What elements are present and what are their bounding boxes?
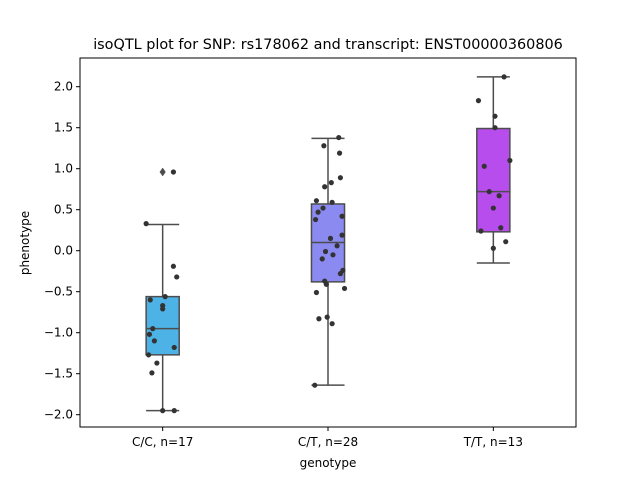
- data-point: [498, 225, 504, 231]
- data-point: [492, 125, 498, 131]
- data-point: [339, 232, 345, 238]
- data-point: [486, 189, 492, 195]
- data-point: [174, 274, 180, 280]
- data-point: [329, 321, 335, 327]
- data-point: [170, 169, 177, 175]
- data-point: [151, 338, 157, 344]
- data-point: [337, 271, 343, 277]
- outlier-marker: [159, 167, 166, 177]
- x-tick-label: C/C, n=17: [132, 435, 193, 449]
- data-point: [321, 143, 327, 149]
- data-point: [143, 221, 149, 227]
- data-point: [492, 113, 498, 119]
- data-point: [154, 360, 160, 366]
- data-point: [313, 289, 320, 296]
- data-point: [322, 184, 328, 190]
- y-tick-label: −0.5: [44, 285, 73, 299]
- y-tick-label: 1.0: [54, 162, 73, 176]
- data-point: [475, 98, 482, 104]
- data-point: [330, 252, 336, 258]
- data-point: [162, 294, 168, 300]
- x-tick-label: C/T, n=28: [298, 435, 358, 449]
- chart-title: isoQTL plot for SNP: rs178062 and transc…: [93, 37, 563, 53]
- data-point: [147, 297, 153, 303]
- data-point: [146, 352, 152, 358]
- y-tick-label: 0.5: [54, 203, 73, 217]
- data-point: [501, 74, 507, 80]
- y-tick-label: −1.5: [44, 367, 73, 381]
- data-point: [150, 326, 156, 332]
- data-point: [146, 331, 153, 337]
- data-point: [337, 175, 343, 181]
- data-point: [481, 163, 487, 169]
- data-point: [336, 134, 342, 141]
- plot-area: −2.0 −1.5 −1.0 −0.5 0.0 0.5 1.0 1.5 2.0 C/C, n=17…: [44, 74, 523, 449]
- data-point: [328, 180, 334, 186]
- data-point: [313, 216, 319, 223]
- data-point: [171, 344, 177, 351]
- data-point: [341, 285, 348, 292]
- data-point: [490, 245, 496, 251]
- data-point: [312, 382, 318, 388]
- data-point: [339, 213, 345, 219]
- x-axis-label: genotype: [300, 456, 357, 470]
- data-point: [160, 408, 166, 414]
- data-point: [329, 199, 335, 205]
- data-point: [171, 408, 177, 414]
- data-point: [336, 150, 343, 156]
- data-point: [507, 157, 513, 164]
- y-tick-label: 0.0: [54, 244, 73, 258]
- y-tick-label: 2.0: [54, 80, 73, 94]
- data-point: [313, 198, 320, 204]
- data-point: [324, 314, 330, 320]
- data-point: [160, 306, 166, 312]
- iqr-box: [476, 127, 511, 233]
- axes-frame: [79, 57, 577, 428]
- data-point: [315, 209, 321, 215]
- data-point: [170, 263, 177, 269]
- y-tick-label: 1.5: [54, 121, 73, 135]
- data-point: [490, 205, 496, 211]
- data-point: [320, 205, 326, 211]
- data-point: [323, 281, 329, 287]
- data-point: [496, 193, 502, 199]
- data-point: [316, 316, 322, 322]
- data-point: [319, 256, 325, 262]
- y-axis-label: phenotype: [18, 211, 32, 275]
- data-point: [327, 235, 334, 241]
- y-tick-label: −2.0: [44, 408, 73, 422]
- data-point: [322, 248, 329, 255]
- data-point: [334, 243, 340, 249]
- data-point: [478, 228, 484, 234]
- y-tick-label: −1.0: [44, 326, 73, 340]
- data-point: [149, 370, 155, 376]
- x-tick-label: T/T, n=13: [463, 435, 523, 449]
- data-point: [503, 239, 509, 245]
